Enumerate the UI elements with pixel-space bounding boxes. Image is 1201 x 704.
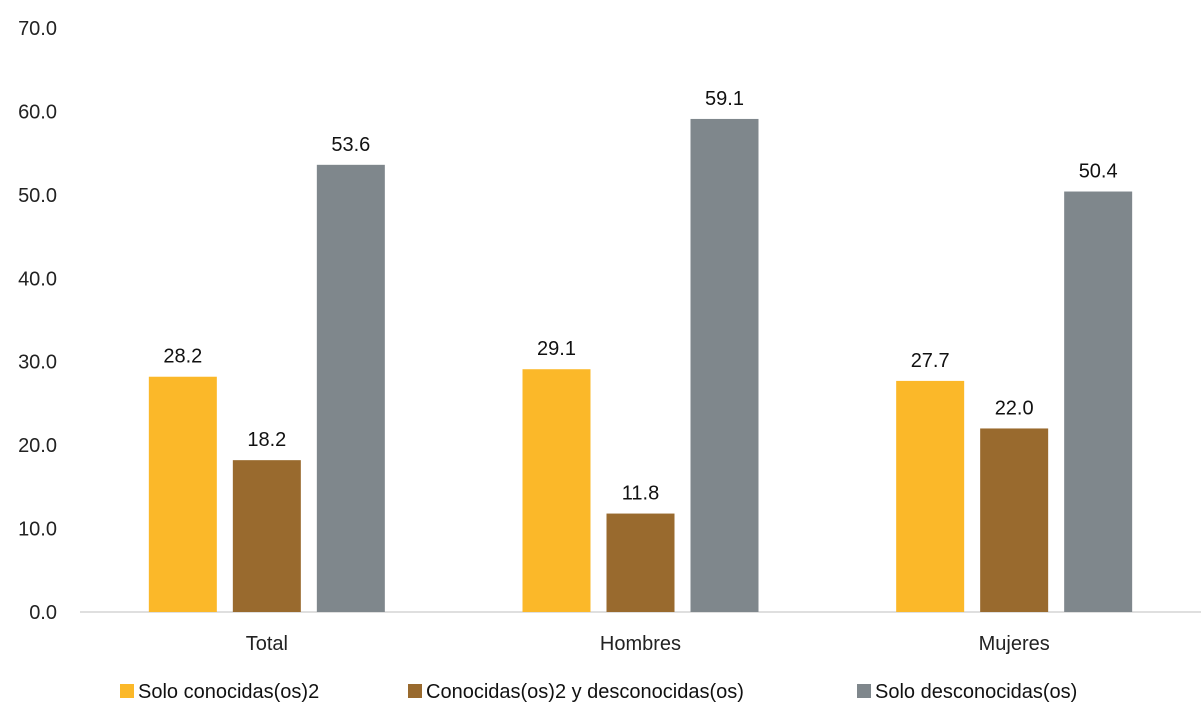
legend-swatch: [408, 684, 422, 698]
bar-conocidas-os-2-y-desconocidas-os-total: [232, 460, 301, 612]
y-tick-label: 40.0: [18, 268, 57, 290]
data-label: 27.7: [911, 350, 950, 372]
data-label: 18.2: [247, 429, 286, 451]
bar-conocidas-os-2-y-desconocidas-os-mujeres: [980, 428, 1049, 612]
x-tick-label: Hombres: [600, 633, 681, 655]
bar-solo-desconocidas-os-hombres: [690, 118, 759, 613]
legend-swatch: [120, 684, 134, 698]
y-tick-label: 20.0: [18, 435, 57, 457]
x-tick-label: Total: [246, 633, 288, 655]
bar-conocidas-os-2-y-desconocidas-os-hombres: [606, 513, 675, 612]
y-tick-label: 50.0: [18, 185, 57, 207]
x-axis: Total Hombres Mujeres: [246, 633, 1050, 655]
legend-swatch: [857, 684, 871, 698]
y-tick-label: 70.0: [18, 18, 57, 40]
bar-solo-conocidas-os-2-mujeres: [896, 380, 965, 612]
y-tick-label: 60.0: [18, 101, 57, 123]
y-axis: 0.0 10.0 20.0 30.0 40.0 50.0 60.0 70.0: [18, 18, 57, 624]
bar-solo-conocidas-os-2-total: [148, 376, 217, 612]
data-label: 50.4: [1079, 161, 1118, 183]
x-tick-label: Mujeres: [979, 633, 1050, 655]
data-label: 22.0: [995, 397, 1034, 419]
y-tick-label: 10.0: [18, 519, 57, 541]
data-label: 59.1: [705, 88, 744, 110]
legend-label: Conocidas(os)2 y desconocidas(os): [426, 681, 744, 703]
data-label: 29.1: [537, 338, 576, 360]
legend: Solo conocidas(os)2 Conocidas(os)2 y desc…: [120, 681, 1077, 703]
y-tick-label: 0.0: [29, 602, 57, 624]
legend-label: Solo desconocidas(os): [875, 681, 1077, 703]
bars: 28.2 18.2 53.6 29.1 11.8 59.1 27.7 22.0 50.4: [148, 88, 1133, 613]
data-label: 11.8: [622, 483, 659, 505]
bar-solo-desconocidas-os-mujeres: [1064, 191, 1133, 612]
data-label: 28.2: [163, 346, 202, 368]
bar-solo-conocidas-os-2-hombres: [522, 369, 591, 612]
bar-solo-desconocidas-os-total: [316, 164, 385, 612]
legend-label: Solo conocidas(os)2: [138, 681, 319, 703]
data-label: 53.6: [331, 134, 370, 156]
y-tick-label: 30.0: [18, 352, 57, 374]
